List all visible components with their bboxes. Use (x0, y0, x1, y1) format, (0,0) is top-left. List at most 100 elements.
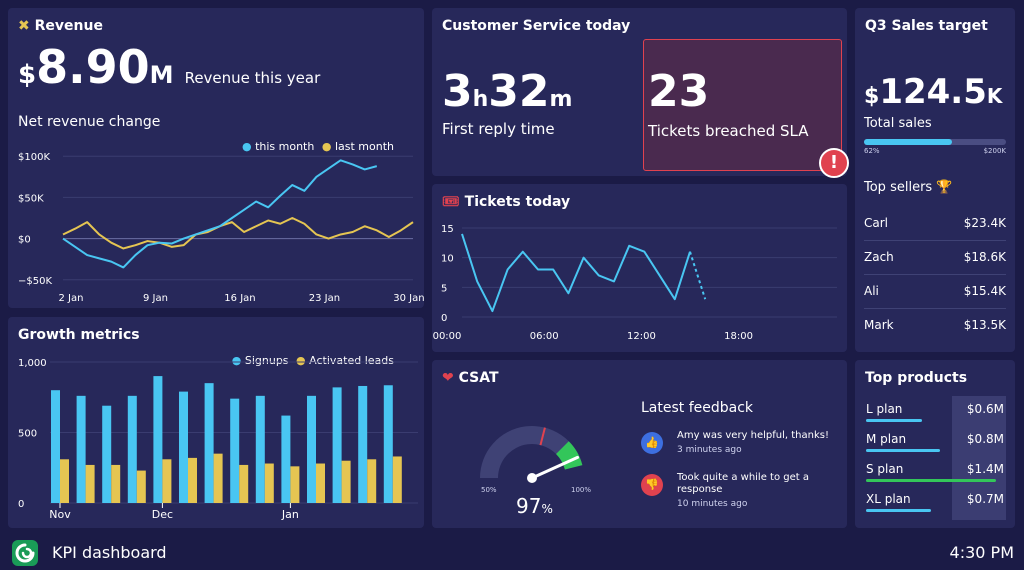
revenue-caption: Revenue this year (184, 69, 321, 87)
growth-x-tick: Jan (281, 508, 299, 521)
growth-bar-leads (213, 453, 223, 503)
seller-amount: $15.4K (963, 284, 1006, 298)
seller-amount: $18.6K (963, 250, 1006, 264)
customer-service-title: Customer Service today (442, 18, 631, 34)
tickets-series-line (461, 233, 691, 313)
growth-bar-leads (188, 457, 197, 503)
seller-row: Ali $15.4K (864, 282, 1006, 310)
seller-amount: $13.5K (963, 318, 1006, 332)
revenue-title-row: ✖ Revenue (18, 18, 103, 34)
product-value: $0.8M (966, 432, 1004, 446)
growth-bar-signups (102, 405, 112, 503)
seller-row: Carl $23.4K (864, 214, 1006, 242)
sales-suffix: K (986, 84, 1003, 108)
progress-label: 62% (864, 147, 880, 155)
feedback-item[interactable]: 👍 Amy was very helpful, thanks! 3 minutes … (641, 430, 841, 470)
sales-prefix: $ (864, 84, 880, 109)
revenue-legend: ● this month ● last month (242, 140, 394, 153)
sales-value-row: $124.5K (864, 72, 1002, 112)
growth-bar-leads (367, 459, 377, 503)
growth-bar-leads (111, 464, 121, 503)
reply-minutes: 32 (488, 66, 550, 117)
tickets-series-projection (689, 251, 707, 300)
sla-breach-box[interactable]: 23 Tickets breached SLA (643, 39, 842, 171)
growth-bar-signups (76, 395, 86, 503)
product-value: $1.4M (966, 462, 1004, 476)
csat-unit: % (541, 502, 553, 516)
tickets-title: Tickets today (464, 194, 571, 210)
growth-bar-signups (383, 385, 393, 503)
seller-name: Zach (864, 250, 894, 264)
feedback-item[interactable]: 👎 Took quite a while to get a response 10 … (641, 472, 841, 512)
seller-row: Zach $18.6K (864, 248, 1006, 276)
coins-icon: ✖ (18, 18, 30, 34)
revenue-suffix: M (149, 61, 174, 89)
legend-signups: Signups (244, 354, 289, 367)
top-products-title: Top products (865, 370, 968, 386)
growth-bar-leads (136, 470, 146, 503)
product-name: XL plan (866, 492, 911, 506)
tickets-x-tick: 12:00 (627, 331, 656, 342)
revenue-series-this-month (62, 159, 378, 269)
breached-value: 23 (648, 66, 710, 117)
product-row[interactable]: S plan $1.4M (866, 462, 1006, 488)
gauge-hub (527, 473, 537, 483)
sales-progress-fill (864, 139, 953, 145)
tickets-x-tick: 18:00 (724, 331, 753, 342)
csat-value-row: 97% (516, 494, 553, 518)
product-name: M plan (866, 432, 907, 446)
seller-divider (864, 308, 1006, 309)
product-row[interactable]: XL plan $0.7M (866, 492, 1006, 518)
growth-legend: ● Signups ● Activated leads (232, 354, 394, 367)
seller-name: Mark (864, 318, 894, 332)
product-bar (866, 449, 940, 452)
revenue-x-tick: 30 Jan (393, 293, 424, 304)
feedback-text: Took quite a while to get a response (677, 472, 809, 495)
top-products-card: Top products L plan $0.6M M plan $0.8M S pla… (855, 360, 1015, 528)
growth-bar-leads (264, 463, 274, 503)
revenue-title: Revenue (34, 18, 103, 34)
product-name: L plan (866, 402, 903, 416)
revenue-y-tick: $50K (18, 193, 44, 204)
net-revenue-title: Net revenue change (18, 114, 161, 130)
growth-chart: 1,000 500 0 Nov Dec Jan (18, 358, 418, 521)
legend-dot-signups: ● (231, 354, 242, 367)
product-value: $0.6M (966, 402, 1004, 416)
gauge-min-label: 50% (481, 486, 497, 494)
seller-divider (864, 274, 1006, 275)
exclamation-icon: ! (819, 148, 849, 178)
tickets-y-tick: 5 (441, 283, 447, 294)
latest-feedback-title: Latest feedback (641, 400, 754, 416)
revenue-value-row: $8.90M Revenue this year (18, 40, 320, 94)
heart-icon: ❤ (442, 370, 454, 386)
growth-bar-signups (204, 383, 214, 503)
legend-dot-last: ● (321, 140, 332, 153)
feedback-time: 10 minutes ago (677, 499, 748, 509)
legend-last-month: last month (334, 140, 394, 153)
tickets-y-tick: 15 (441, 224, 454, 235)
product-bar (866, 509, 931, 512)
reply-hours: 3 (442, 66, 473, 117)
first-reply-caption: First reply time (442, 120, 555, 138)
growth-bar-leads (239, 464, 249, 503)
total-sales-caption: Total sales (864, 116, 932, 131)
csat-title: CSAT (458, 370, 499, 386)
legend-dot-this: ● (241, 140, 252, 153)
csat-value: 97 (516, 494, 542, 518)
legend-leads: Activated leads (309, 354, 394, 367)
revenue-x-tick: 9 Jan (143, 293, 168, 304)
product-name: S plan (866, 462, 904, 476)
gauge-track (480, 425, 583, 478)
csat-gauge (480, 425, 583, 483)
growth-bar-leads (60, 459, 69, 503)
product-row[interactable]: L plan $0.6M (866, 402, 1006, 428)
tickets-chart: 15 10 5 0 00:00 06:00 12:00 18:00 (433, 224, 837, 342)
feedback-text: Amy was very helpful, thanks! (677, 430, 829, 441)
revenue-y-tick: $0 (18, 235, 31, 246)
product-row[interactable]: M plan $0.8M (866, 432, 1006, 458)
growth-bar-leads (290, 466, 300, 503)
legend-dot-leads: ● (296, 354, 306, 367)
revenue-card: ✖ Revenue $8.90M Revenue this year Net r… (8, 8, 424, 308)
growth-bar-signups (281, 415, 291, 503)
growth-bar-signups (332, 387, 342, 503)
